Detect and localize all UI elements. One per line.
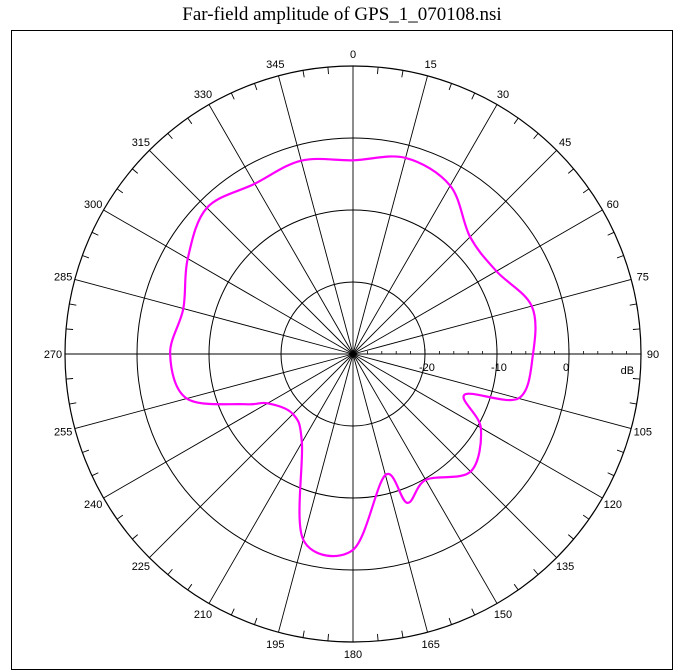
radial-unit-label: dB <box>621 365 634 377</box>
outer-tick <box>630 403 637 404</box>
outer-tick <box>66 329 73 330</box>
outer-tick <box>82 255 89 257</box>
outer-tick <box>117 189 123 193</box>
grid-spoke <box>278 354 353 632</box>
outer-tick <box>303 70 304 77</box>
outer-tick <box>92 232 98 235</box>
outer-tick <box>188 118 192 124</box>
outer-tick <box>514 118 518 124</box>
grid-spoke <box>149 150 353 354</box>
radial-tick-label: 0 <box>563 362 569 374</box>
grid-spoke <box>353 354 497 603</box>
angle-label: 15 <box>425 59 437 71</box>
outer-tick <box>617 255 624 257</box>
angle-label: 180 <box>344 649 362 661</box>
angle-label: 345 <box>266 59 284 71</box>
angle-label: 300 <box>84 199 102 211</box>
outer-tick <box>303 631 304 638</box>
outer-tick <box>617 450 624 452</box>
grid-spoke <box>149 354 353 558</box>
outer-tick <box>132 169 137 173</box>
outer-tick <box>514 584 518 590</box>
angle-label: 225 <box>132 561 150 573</box>
angle-label: 270 <box>44 349 62 361</box>
outer-tick <box>328 634 329 641</box>
outer-tick <box>254 618 256 625</box>
angle-label: 330 <box>194 89 212 101</box>
angle-label: 240 <box>84 499 102 511</box>
angle-label: 195 <box>266 639 284 651</box>
outer-tick <box>583 189 589 193</box>
outer-tick <box>377 67 378 74</box>
angle-label: 150 <box>494 609 512 621</box>
outer-tick <box>66 378 73 379</box>
outer-tick <box>630 304 637 305</box>
outer-tick <box>402 631 403 638</box>
outer-tick <box>231 93 234 99</box>
angle-label: 75 <box>637 271 649 283</box>
radial-tick-label: -10 <box>491 362 507 374</box>
outer-tick <box>449 618 451 625</box>
grid-spoke <box>353 354 557 558</box>
outer-tick <box>328 67 329 74</box>
angle-label: 285 <box>54 271 72 283</box>
grid-spoke <box>75 279 353 354</box>
outer-tick <box>568 535 573 539</box>
outer-tick <box>132 535 137 539</box>
outer-tick <box>82 450 89 452</box>
outer-tick <box>472 609 475 615</box>
grid-spoke <box>353 354 602 498</box>
outer-tick <box>168 133 172 138</box>
angle-label: 45 <box>559 137 571 149</box>
angle-label: 30 <box>497 89 509 101</box>
angle-label: 165 <box>421 639 439 651</box>
outer-tick <box>534 133 538 138</box>
angle-label: 60 <box>607 199 619 211</box>
grid-spoke <box>209 354 353 603</box>
grid-spoke <box>75 354 353 429</box>
outer-tick <box>633 378 640 379</box>
outer-tick <box>633 329 640 330</box>
angle-label: 120 <box>604 499 622 511</box>
grid-spoke <box>353 105 497 354</box>
outer-tick <box>583 515 589 519</box>
outer-tick <box>568 169 573 173</box>
grid-spoke <box>353 150 557 354</box>
angle-label: 210 <box>194 609 212 621</box>
outer-tick <box>117 515 123 519</box>
outer-tick <box>472 93 475 99</box>
angle-label: 0 <box>350 49 356 61</box>
outer-tick <box>377 634 378 641</box>
outer-tick <box>92 473 98 476</box>
outer-tick <box>608 473 614 476</box>
grid-spoke <box>353 76 428 354</box>
outer-tick <box>231 609 234 615</box>
outer-tick <box>534 569 538 574</box>
radial-tick-label: -20 <box>419 362 435 374</box>
grid-spoke <box>353 210 602 354</box>
outer-tick <box>608 232 614 235</box>
grid-spoke <box>353 279 631 354</box>
outer-tick <box>188 584 192 590</box>
grid-spoke <box>209 105 353 354</box>
grid-spoke <box>104 210 353 354</box>
grid-spoke <box>104 354 353 498</box>
outer-tick <box>69 304 76 305</box>
grid-spoke <box>278 76 353 354</box>
outer-tick <box>449 83 451 90</box>
outer-tick <box>168 569 172 574</box>
angle-label: 315 <box>132 137 150 149</box>
outer-tick <box>69 403 76 404</box>
outer-tick <box>402 70 403 77</box>
angle-label: 135 <box>556 561 574 573</box>
angle-label: 105 <box>634 427 652 439</box>
angle-label: 90 <box>647 349 659 361</box>
angle-label: 255 <box>54 427 72 439</box>
outer-tick <box>254 83 256 90</box>
